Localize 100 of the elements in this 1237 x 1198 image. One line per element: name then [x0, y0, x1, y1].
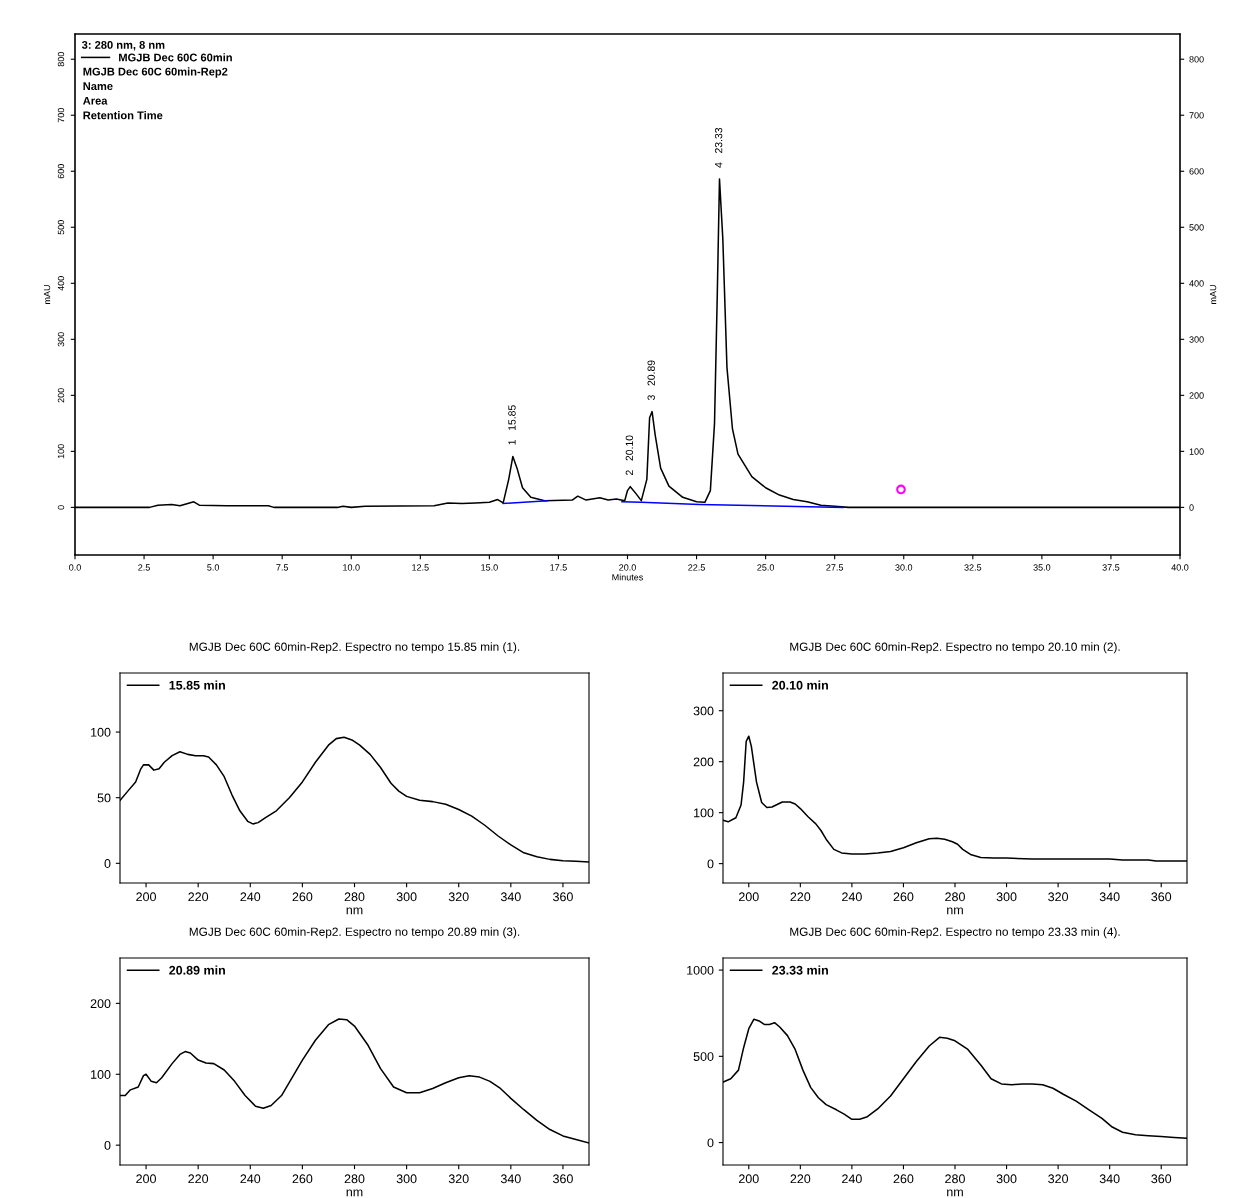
x-tick-label: 320 — [448, 892, 469, 902]
y-tick-label: 100 — [57, 444, 65, 459]
annotation: Name — [83, 82, 113, 91]
x-tick-label: 20.0 — [619, 564, 636, 571]
x-tick-label: 300 — [396, 892, 417, 902]
y-tick-label: 800 — [57, 52, 65, 67]
y2-tick-label: 100 — [1189, 448, 1204, 455]
x-tick-label: 10.0 — [343, 564, 360, 571]
x-tick-label: 7.5 — [276, 564, 289, 571]
x-tick-label: 200 — [738, 892, 759, 902]
y-tick-label: 100 — [91, 727, 111, 737]
x-tick-label: 27.5 — [826, 564, 844, 571]
y-tick-label: 500 — [57, 220, 65, 235]
annotation: Retention Time — [83, 111, 163, 120]
chart-title: MGJB Dec 60C 60min-Rep2. Espectro no tempo 15.85 min (1). — [189, 642, 520, 654]
chart-title: MGJB Dec 60C 60min-Rep2. Espectro no tempo 23.33 min (4). — [790, 927, 1120, 939]
x-axis-title: nm — [947, 1189, 963, 1197]
y2-tick-label: 800 — [1189, 56, 1204, 63]
y-tick-label: 1000 — [687, 965, 714, 975]
x-tick-label: 240 — [240, 892, 261, 902]
x-tick-label: 220 — [790, 1174, 811, 1184]
legend-label: 20.10 min — [772, 680, 828, 690]
annotation: Area — [83, 96, 108, 105]
legend-label: 20.89 min — [169, 965, 225, 975]
x-tick-label: 300 — [996, 892, 1017, 902]
x-tick-label: 360 — [1151, 892, 1172, 902]
y-tick-label: 0 — [104, 1140, 111, 1150]
x-tick-label: 220 — [188, 892, 209, 902]
x-tick-label: 320 — [1048, 892, 1069, 902]
y-tick-label: 600 — [57, 164, 65, 179]
x-tick-label: 260 — [893, 892, 914, 902]
x-axis-title: nm — [346, 907, 363, 915]
y-tick-label: 200 — [90, 999, 111, 1009]
x-tick-label: 40.0 — [1171, 564, 1189, 571]
x-tick-label: 320 — [448, 1174, 469, 1184]
legend-label: MGJB Dec 60C 60min — [119, 53, 232, 62]
annotation: 2 20.10 — [625, 435, 634, 476]
x-tick-label: 340 — [1099, 892, 1120, 902]
legend-label: 15.85 min — [169, 680, 225, 690]
x-tick-label: 300 — [996, 1174, 1017, 1184]
y-tick-label: 0 — [104, 859, 111, 868]
x-tick-label: 37.5 — [1102, 564, 1120, 571]
y-tick-label: 0 — [707, 1138, 714, 1148]
y2-tick-label: 300 — [1189, 336, 1204, 343]
x-tick-label: 340 — [500, 1174, 521, 1184]
y-tick-label: 300 — [693, 706, 714, 716]
x-tick-label: 360 — [552, 1174, 573, 1184]
x-tick-label: 360 — [552, 892, 573, 902]
y2-tick-label: 0 — [1189, 504, 1194, 511]
chart-title: MGJB Dec 60C 60min-Rep2. Espectro no tempo 20.10 min (2). — [790, 642, 1120, 654]
x-tick-label: 360 — [1151, 1174, 1172, 1184]
x-tick-label: 200 — [136, 892, 156, 902]
y-tick-label: 500 — [693, 1052, 714, 1061]
x-tick-label: 280 — [344, 892, 365, 902]
x-tick-label: 17.5 — [550, 564, 567, 571]
x-tick-label: 25.0 — [757, 564, 775, 571]
x-tick-label: 220 — [790, 892, 811, 902]
x-tick-label: 15.0 — [481, 564, 498, 571]
x-tick-label: 22.5 — [688, 564, 705, 571]
x-tick-label: 340 — [500, 892, 521, 902]
x-tick-label: 340 — [1099, 1174, 1120, 1184]
annotation: 4 23.33 — [714, 127, 723, 168]
y2-tick-label: 700 — [1189, 112, 1204, 119]
y-tick-label: 50 — [97, 793, 111, 803]
x-tick-label: 260 — [893, 1174, 914, 1184]
x-tick-label: 280 — [945, 1174, 965, 1184]
x-tick-label: 240 — [240, 1174, 261, 1184]
y-tick-label: 100 — [694, 808, 714, 818]
y-tick-label: 300 — [57, 332, 65, 347]
y-tick-label: 0 — [57, 505, 65, 510]
legend-title: 3: 280 nm, 8 nm — [81, 40, 165, 51]
annotation: 3 20.89 — [647, 360, 655, 401]
x-tick-label: 260 — [292, 892, 313, 902]
x-tick-label: 12.5 — [412, 564, 429, 571]
x-tick-label: 30.0 — [895, 564, 913, 571]
y2-axis-title: mAU — [1209, 285, 1217, 304]
y2-tick-label: 400 — [1189, 280, 1204, 287]
x-tick-label: 280 — [344, 1174, 365, 1184]
x-tick-label: 280 — [945, 892, 965, 902]
x-tick-label: 200 — [136, 1174, 156, 1184]
y-tick-label: 200 — [57, 388, 65, 403]
y-tick-label: 200 — [693, 757, 714, 767]
x-tick-label: 220 — [188, 1174, 209, 1184]
y2-tick-label: 500 — [1189, 224, 1204, 231]
annotation: 1 15.85 — [508, 405, 516, 445]
x-tick-label: 32.5 — [964, 564, 982, 571]
y2-tick-label: 600 — [1189, 168, 1204, 175]
annotation: MGJB Dec 60C 60min-Rep2 — [83, 67, 228, 78]
x-axis-title: nm — [346, 1189, 363, 1197]
x-tick-label: 200 — [738, 1174, 759, 1184]
y2-tick-label: 200 — [1189, 392, 1204, 399]
y-tick-label: 400 — [57, 276, 65, 291]
chart-title: MGJB Dec 60C 60min-Rep2. Espectro no tempo 20.89 min (3). — [189, 927, 520, 939]
legend-label: 23.33 min — [772, 965, 828, 975]
x-tick-label: 2.5 — [138, 564, 150, 571]
y-axis-title: mAU — [43, 285, 51, 304]
y-tick-label: 100 — [91, 1070, 111, 1079]
x-tick-label: 300 — [396, 1174, 417, 1184]
x-tick-label: 240 — [842, 892, 862, 902]
x-tick-label: 35.0 — [1033, 564, 1051, 571]
